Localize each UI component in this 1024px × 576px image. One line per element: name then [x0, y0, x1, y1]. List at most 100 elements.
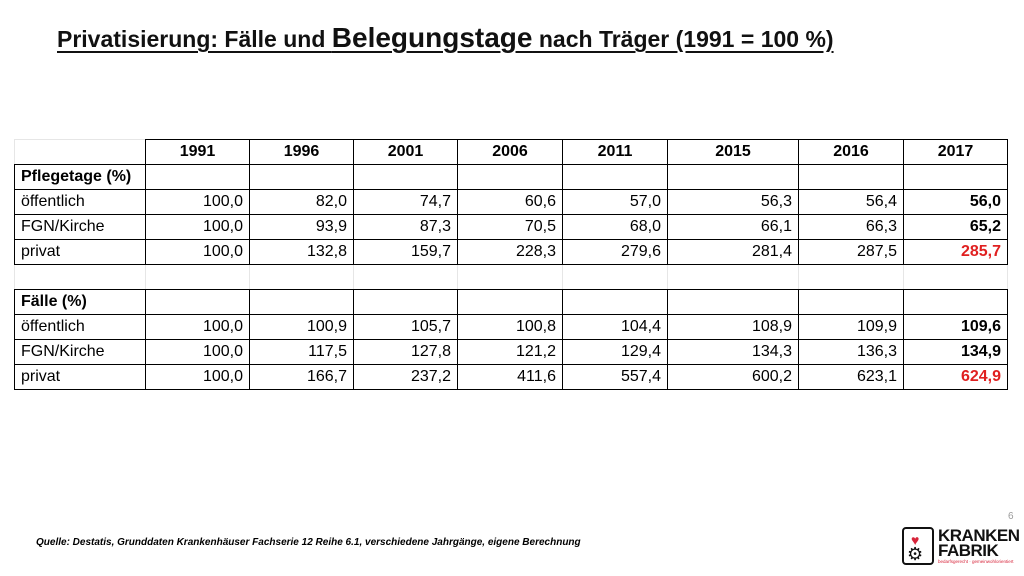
page-number: 6 — [1008, 511, 1014, 522]
value-cell: 129,4 — [562, 339, 668, 365]
empty-cell — [353, 289, 458, 315]
value-cell: 74,7 — [353, 189, 458, 215]
value-cell: 132,8 — [249, 239, 354, 265]
value-cell: 60,6 — [457, 189, 563, 215]
value-cell: 66,1 — [667, 214, 799, 240]
table-row: öffentlich 100,0 82,0 74,7 60,6 57,0 56,3 56,4 5… — [14, 189, 1008, 215]
value-cell: 134,9 — [903, 339, 1008, 365]
value-cell: 623,1 — [798, 364, 904, 390]
value-cell: 56,0 — [903, 189, 1008, 215]
value-cell: 121,2 — [457, 339, 563, 365]
table-row: FGN/Kirche 100,0 117,5 127,8 121,2 129,4 134,3… — [14, 339, 1008, 365]
row-label: öffentlich — [14, 189, 146, 215]
gear-icon: ⚙ — [907, 544, 924, 564]
row-label: FGN/Kirche — [14, 339, 146, 365]
empty-cell — [249, 289, 354, 315]
empty-cell — [903, 289, 1008, 315]
value-cell: 87,3 — [353, 214, 458, 240]
spacer-cell — [562, 264, 668, 290]
value-cell: 65,2 — [903, 214, 1008, 240]
table-row: privat 100,0 166,7 237,2 411,6 557,4 600,2 623,… — [14, 364, 1008, 390]
empty-cell — [457, 289, 563, 315]
spacer-cell — [903, 264, 1008, 290]
heart-icon: ♥ — [911, 532, 920, 548]
table-section-row: Fälle (%) — [14, 289, 1008, 315]
empty-cell — [798, 289, 904, 315]
value-cell: 159,7 — [353, 239, 458, 265]
spacer-cell — [249, 264, 354, 290]
row-label: privat — [14, 239, 146, 265]
empty-cell — [667, 164, 799, 190]
logo-line-2: FABRIK — [938, 541, 999, 560]
value-cell: 136,3 — [798, 339, 904, 365]
empty-cell — [562, 164, 668, 190]
table-row: öffentlich 100,0 100,9 105,7 100,8 104,4 108,9… — [14, 314, 1008, 340]
empty-cell — [798, 164, 904, 190]
value-cell: 100,0 — [145, 314, 250, 340]
spacer-cell — [145, 264, 250, 290]
spacer-cell — [457, 264, 563, 290]
value-cell: 100,0 — [145, 239, 250, 265]
value-cell: 82,0 — [249, 189, 354, 215]
value-cell: 105,7 — [353, 314, 458, 340]
value-cell: 411,6 — [457, 364, 563, 390]
table-row: privat 100,0 132,8 159,7 228,3 279,6 281,4 287,… — [14, 239, 1008, 265]
spacer-cell — [667, 264, 799, 290]
logo-emblem-icon: ♥ ⚙ — [902, 527, 934, 565]
empty-cell — [249, 164, 354, 190]
row-label: FGN/Kirche — [14, 214, 146, 240]
year-header-2006: 2006 — [457, 139, 563, 165]
value-cell: 281,4 — [667, 239, 799, 265]
year-header-1996: 1996 — [249, 139, 354, 165]
value-cell: 57,0 — [562, 189, 668, 215]
section-title: Pflegetage (%) — [14, 164, 146, 190]
value-cell: 279,6 — [562, 239, 668, 265]
value-cell: 127,8 — [353, 339, 458, 365]
value-cell: 134,3 — [667, 339, 799, 365]
row-label: öffentlich — [14, 314, 146, 340]
value-cell: 600,2 — [667, 364, 799, 390]
value-cell: 100,9 — [249, 314, 354, 340]
empty-cell — [353, 164, 458, 190]
year-header-2016: 2016 — [798, 139, 904, 165]
header-corner-cell — [14, 139, 146, 165]
spacer-cell — [798, 264, 904, 290]
value-cell: 237,2 — [353, 364, 458, 390]
value-cell: 287,5 — [798, 239, 904, 265]
value-cell: 109,9 — [798, 314, 904, 340]
spacer-cell — [353, 264, 458, 290]
empty-cell — [145, 289, 250, 315]
value-cell: 166,7 — [249, 364, 354, 390]
table-spacer-row — [14, 264, 1008, 290]
value-cell: 624,9 — [903, 364, 1008, 390]
value-cell: 66,3 — [798, 214, 904, 240]
value-cell: 100,0 — [145, 364, 250, 390]
value-cell: 100,0 — [145, 214, 250, 240]
year-header-2011: 2011 — [562, 139, 668, 165]
value-cell: 285,7 — [903, 239, 1008, 265]
value-cell: 93,9 — [249, 214, 354, 240]
value-cell: 117,5 — [249, 339, 354, 365]
table-row: FGN/Kirche 100,0 93,9 87,3 70,5 68,0 66,1 66,3 6… — [14, 214, 1008, 240]
source-note: Quelle: Destatis, Grunddaten Krankenhäus… — [36, 537, 581, 548]
title-big-word: Belegungstage — [331, 22, 533, 53]
year-header-2015: 2015 — [667, 139, 799, 165]
table-header-row: 1991 1996 2001 2006 2011 2015 2016 2017 — [14, 139, 1008, 165]
value-cell: 70,5 — [457, 214, 563, 240]
value-cell: 68,0 — [562, 214, 668, 240]
table-section-row: Pflegetage (%) — [14, 164, 1008, 190]
empty-cell — [145, 164, 250, 190]
value-cell: 228,3 — [457, 239, 563, 265]
year-header-2001: 2001 — [353, 139, 458, 165]
value-cell: 56,3 — [667, 189, 799, 215]
row-label: privat — [14, 364, 146, 390]
empty-cell — [667, 289, 799, 315]
year-header-1991: 1991 — [145, 139, 250, 165]
value-cell: 100,0 — [145, 189, 250, 215]
empty-cell — [457, 164, 563, 190]
value-cell: 109,6 — [903, 314, 1008, 340]
value-cell: 108,9 — [667, 314, 799, 340]
value-cell: 104,4 — [562, 314, 668, 340]
slide-title: Privatisierung: Fälle und Belegungstage … — [57, 22, 834, 54]
value-cell: 557,4 — [562, 364, 668, 390]
